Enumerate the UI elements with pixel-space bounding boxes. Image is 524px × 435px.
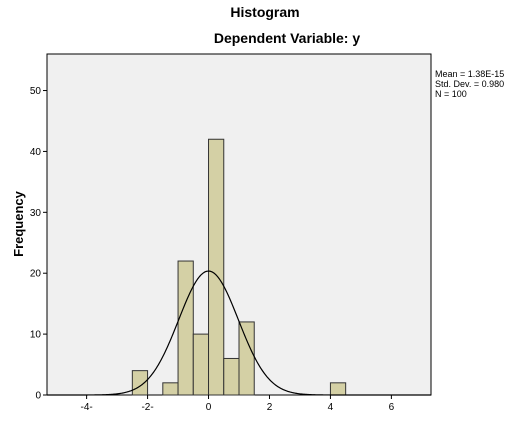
x-axis: -4- -2- 0 2 4 6 (81, 395, 395, 413)
normal-curve (47, 270, 431, 396)
histogram-bar-3 (192, 333, 210, 396)
y-tick-label-4: 40 (30, 147, 42, 158)
x-tick-label-0: -4- (81, 402, 93, 413)
histogram-bar-0 (131, 370, 149, 396)
x-tick-label-2: 0 (206, 402, 212, 413)
histogram-bar-7 (329, 382, 347, 396)
x-tick-label-5: 6 (389, 402, 395, 413)
histogram-bar-4 (208, 138, 225, 396)
y-tick-label-0: 0 (35, 391, 41, 402)
histogram-bar-1 (162, 382, 179, 396)
x-tick-label-1: -2- (141, 402, 153, 413)
stats-std-dev: Std. Dev. = 0.980 (435, 79, 504, 89)
chart-title: Histogram (230, 4, 299, 20)
x-tick-label-4: 4 (328, 402, 334, 413)
y-tick-label-5: 50 (30, 86, 42, 97)
stats-n: N = 100 (435, 89, 467, 99)
histogram-bar-5 (223, 357, 240, 396)
histogram-bar-2 (177, 260, 194, 396)
stats-mean: Mean = 1.38E-15 (435, 69, 504, 79)
y-tick-label-3: 30 (30, 208, 42, 219)
chart-subtitle: Dependent Variable: y (214, 30, 360, 46)
y-tick-label-2: 20 (30, 269, 42, 280)
x-tick-label-3: 2 (267, 402, 273, 413)
stats-legend: Mean = 1.38E-15 Std. Dev. = 0.980 N = 10… (435, 69, 504, 99)
y-tick-label-1: 10 (30, 330, 42, 341)
y-axis-label: Frequency (11, 190, 26, 257)
histogram-bar-6 (238, 321, 255, 396)
y-axis: 0 10 20 30 40 50 (30, 86, 47, 402)
